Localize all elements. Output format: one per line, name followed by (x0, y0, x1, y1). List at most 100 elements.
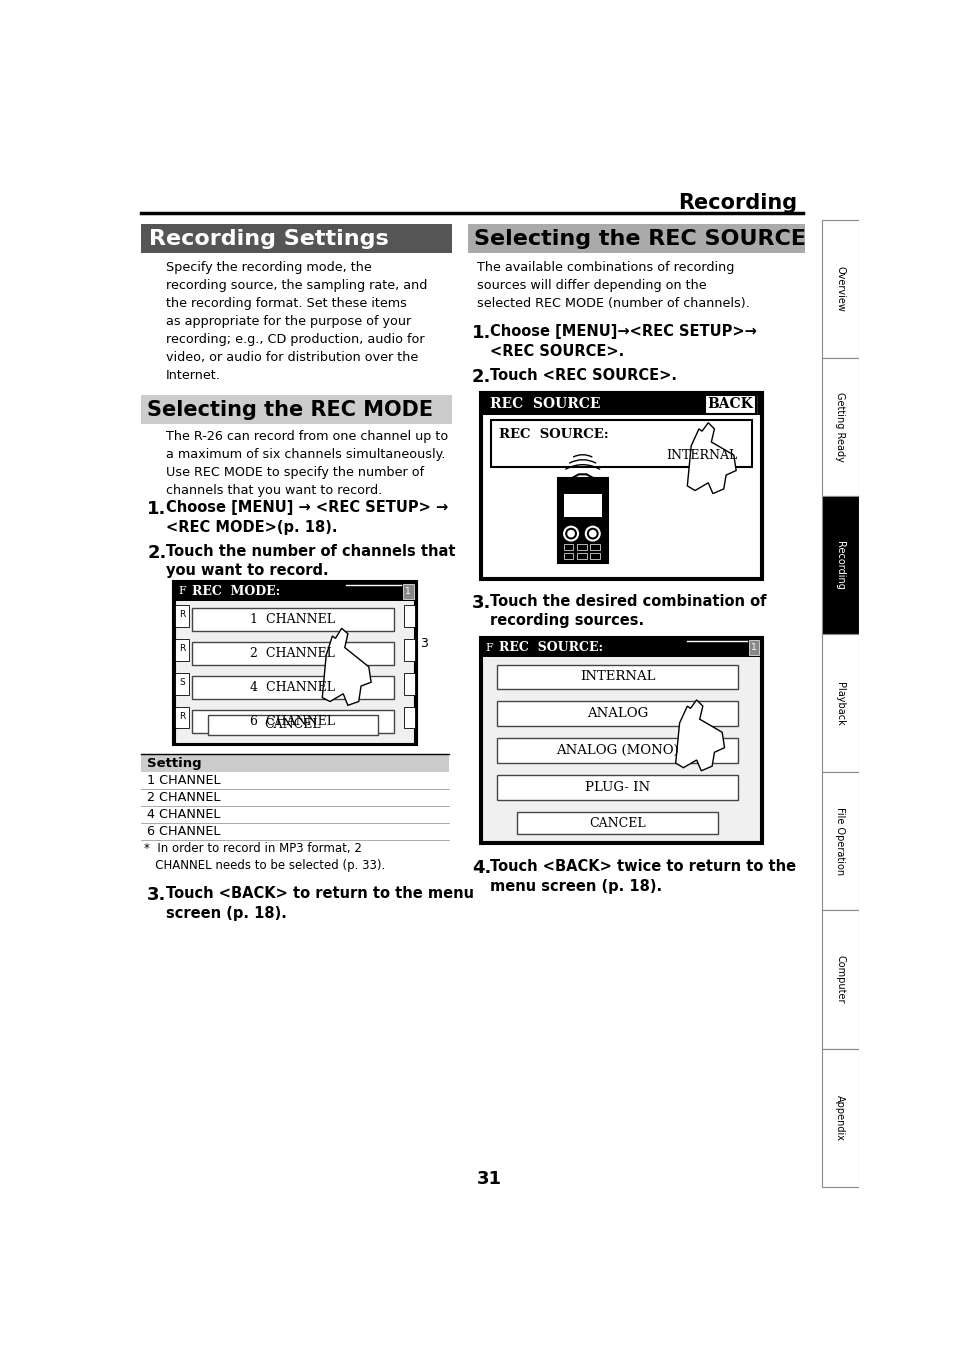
Text: 1  CHANNEL: 1 CHANNEL (250, 613, 335, 627)
Bar (402, 584, 414, 598)
Text: Computer: Computer (835, 956, 844, 1003)
Bar (480, 391, 761, 580)
Text: REC  SOURCE:: REC SOURCE: (498, 428, 608, 441)
Text: INTERNAL: INTERNAL (579, 670, 655, 684)
Circle shape (567, 529, 575, 538)
Text: 2 CHANNEL: 2 CHANNEL (147, 791, 220, 804)
Bar (517, 812, 718, 834)
Bar (174, 707, 189, 728)
Text: BACK: BACK (706, 397, 752, 412)
Bar (174, 605, 189, 627)
Text: S: S (179, 678, 185, 686)
Text: Setting: Setting (147, 757, 202, 769)
Text: 1: 1 (405, 586, 411, 596)
Bar (174, 639, 189, 661)
Bar (558, 478, 608, 563)
Bar (481, 638, 760, 657)
Text: 1.: 1. (472, 324, 491, 343)
Text: 3: 3 (419, 638, 427, 650)
Text: ANALOG (MONO): ANALOG (MONO) (556, 745, 679, 757)
Text: 2  CHANNEL: 2 CHANNEL (250, 647, 335, 661)
Text: Recording Settings: Recording Settings (149, 229, 388, 249)
Bar (821, 772, 858, 910)
Bar (497, 701, 737, 726)
Bar (590, 543, 599, 550)
Bar (497, 776, 737, 800)
Text: Touch the number of channels that
you want to record.: Touch the number of channels that you wa… (166, 543, 455, 578)
Text: CANCEL: CANCEL (264, 718, 321, 731)
Bar (481, 394, 760, 416)
Polygon shape (675, 700, 723, 770)
Bar (192, 608, 394, 631)
Bar (821, 635, 858, 772)
Bar (497, 738, 737, 764)
Bar (174, 673, 189, 695)
Bar (563, 494, 601, 517)
Bar (481, 638, 760, 842)
Bar (174, 582, 415, 601)
Text: Selecting the REC MODE: Selecting the REC MODE (147, 399, 433, 420)
Bar (821, 1048, 858, 1186)
Bar (192, 709, 394, 733)
Text: ANALOG: ANALOG (586, 707, 647, 720)
Bar (192, 676, 394, 699)
Text: 4  CHANNEL: 4 CHANNEL (250, 681, 335, 695)
Bar (491, 421, 751, 467)
Text: The R-26 can record from one channel up to
a maximum of six channels simultaneou: The R-26 can record from one channel up … (166, 431, 448, 497)
Text: Specify the recording mode, the
recording source, the sampling rate, and
the rec: Specify the recording mode, the recordin… (166, 261, 427, 382)
Text: 6  CHANNEL: 6 CHANNEL (250, 715, 335, 728)
Text: F: F (484, 643, 493, 653)
Text: *  In order to record in MP3 format, 2
   CHANNEL needs to be selected (p. 33).: * In order to record in MP3 format, 2 CH… (144, 842, 385, 872)
Bar (208, 715, 377, 735)
Circle shape (563, 527, 578, 540)
Text: 4 CHANNEL: 4 CHANNEL (147, 808, 220, 821)
Bar (141, 223, 452, 253)
Bar (577, 543, 586, 550)
Text: R: R (179, 609, 185, 619)
Text: REC  SOURCE: REC SOURCE (489, 397, 599, 412)
Text: 2.: 2. (472, 368, 491, 386)
Text: 6 CHANNEL: 6 CHANNEL (147, 825, 220, 838)
Bar (704, 395, 755, 413)
Bar (821, 910, 858, 1048)
Text: PLUG- IN: PLUG- IN (584, 781, 649, 795)
Text: INTERNAL: INTERNAL (666, 448, 737, 462)
Text: 3.: 3. (472, 593, 491, 612)
Text: Selecting the REC SOURCE: Selecting the REC SOURCE (474, 229, 805, 249)
Text: 1: 1 (750, 643, 756, 653)
Text: Recording: Recording (678, 192, 797, 213)
Bar (404, 673, 415, 695)
Text: R: R (179, 645, 185, 653)
Bar (748, 640, 759, 655)
Text: Touch <BACK> twice to return to the
menu screen (p. 18).: Touch <BACK> twice to return to the menu… (489, 860, 795, 894)
Text: F: F (178, 586, 186, 596)
Text: File Operation: File Operation (835, 807, 844, 876)
Bar (141, 754, 448, 772)
Text: Recording: Recording (835, 540, 844, 590)
Bar (577, 552, 586, 559)
Bar (821, 497, 858, 635)
Circle shape (588, 529, 596, 538)
Text: Overview: Overview (835, 267, 844, 313)
Text: Touch <BACK> to return to the menu
screen (p. 18).: Touch <BACK> to return to the menu scree… (166, 887, 474, 921)
Bar (480, 636, 761, 844)
Polygon shape (686, 422, 736, 494)
Bar (590, 552, 599, 559)
Bar (404, 605, 415, 627)
Polygon shape (322, 628, 371, 705)
Text: REC  MODE:: REC MODE: (192, 585, 280, 598)
Bar (173, 581, 416, 745)
Bar (704, 395, 755, 413)
Text: 4.: 4. (472, 860, 491, 877)
Bar (481, 394, 760, 578)
Bar (563, 552, 573, 559)
Bar (404, 707, 415, 728)
Text: Choose [MENU] → <REC SETUP> →
<REC MODE>(p. 18).: Choose [MENU] → <REC SETUP> → <REC MODE>… (166, 500, 448, 535)
Text: Appendix: Appendix (835, 1094, 844, 1140)
Text: Getting Ready: Getting Ready (835, 393, 844, 462)
Bar (821, 359, 858, 497)
Text: REC  SOURCE:: REC SOURCE: (498, 640, 602, 654)
Bar (404, 639, 415, 661)
Text: 3.: 3. (147, 887, 167, 904)
Text: Touch <REC SOURCE>.: Touch <REC SOURCE>. (489, 368, 676, 383)
